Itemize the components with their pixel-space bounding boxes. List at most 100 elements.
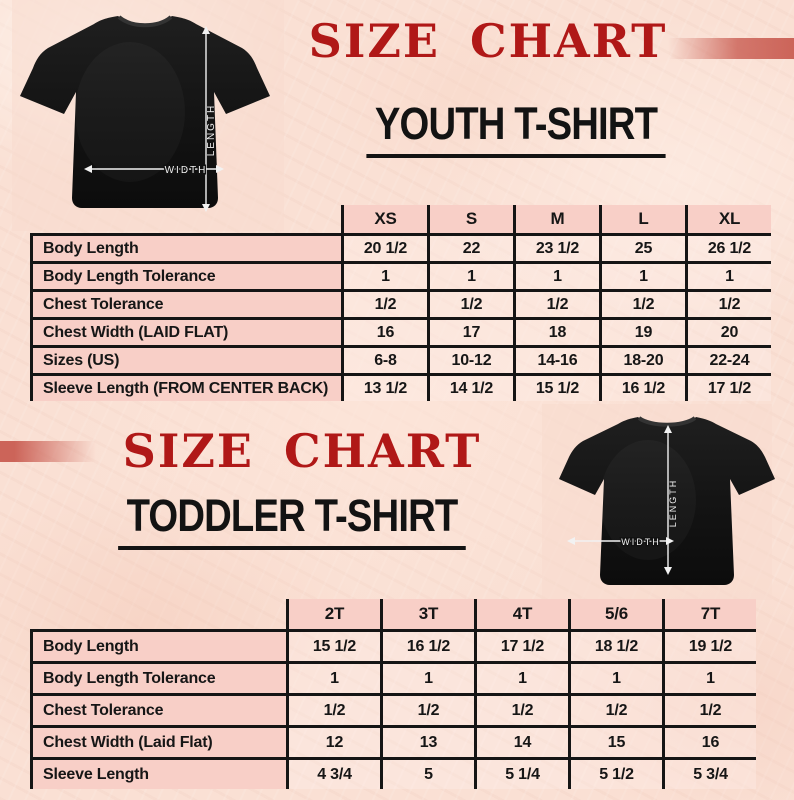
table-cell: 23 1/2 — [513, 233, 599, 261]
table-cell: 18-20 — [599, 345, 685, 373]
row-label: Sizes (US) — [30, 345, 341, 373]
table-cell: 12 — [286, 725, 380, 757]
table-cell: 1/2 — [662, 693, 756, 725]
table-cell: 15 — [568, 725, 662, 757]
row-label: Body Length — [30, 233, 341, 261]
length-label: LENGTH — [206, 104, 217, 157]
table-cell: 1 — [513, 261, 599, 289]
column-header: 4T — [474, 599, 568, 629]
row-label: Chest Tolerance — [30, 693, 286, 725]
row-label: Chest Width (Laid Flat) — [30, 725, 286, 757]
width-label: WIDTH — [621, 537, 661, 547]
table-cell: 16 1/2 — [380, 629, 474, 661]
table-cell: 17 — [427, 317, 513, 345]
column-header: M — [513, 205, 599, 233]
table-cell: 5 1/4 — [474, 757, 568, 789]
section2-title: SIZE CHART — [122, 424, 482, 478]
table-corner — [30, 205, 341, 233]
width-label: WIDTH — [165, 165, 208, 176]
table-cell: 15 1/2 — [513, 373, 599, 401]
column-header: S — [427, 205, 513, 233]
table-cell: 1 — [662, 661, 756, 693]
column-header: 5/6 — [568, 599, 662, 629]
fabric-highlight — [75, 42, 185, 182]
table-cell: 1 — [341, 261, 427, 289]
length-label: LENGTH — [668, 479, 678, 528]
table-cell: 18 1/2 — [568, 629, 662, 661]
table-cell: 14-16 — [513, 345, 599, 373]
length-arrowhead-top — [202, 26, 210, 34]
title2-gradient-bar — [0, 441, 96, 462]
table-cell: 16 — [341, 317, 427, 345]
row-label: Body Length — [30, 629, 286, 661]
table-cell: 1/2 — [286, 693, 380, 725]
width-arrowhead-right — [216, 165, 224, 173]
table-cell: 14 — [474, 725, 568, 757]
section2-subtitle-text: TODDLER T-SHIRT — [118, 492, 466, 551]
table-cell: 1/2 — [685, 289, 771, 317]
column-header: XS — [341, 205, 427, 233]
column-header: XL — [685, 205, 771, 233]
table-cell: 1 — [568, 661, 662, 693]
table-cell: 1 — [474, 661, 568, 693]
table-cell: 18 — [513, 317, 599, 345]
row-label: Sleeve Length (FROM CENTER BACK) — [30, 373, 341, 401]
row-label: Body Length Tolerance — [30, 261, 341, 289]
toddler-size-table: 2T 3T 4T 5/6 7T Body Length 15 1/2 16 1/2 17 1/2… — [30, 599, 756, 789]
table-cell: 1/2 — [341, 289, 427, 317]
table-cell: 10-12 — [427, 345, 513, 373]
section1-subtitle: YOUTH T-SHIRT — [340, 100, 692, 159]
table-cell: 19 1/2 — [662, 629, 756, 661]
table-cell: 15 1/2 — [286, 629, 380, 661]
table-cell: 20 1/2 — [341, 233, 427, 261]
toddler-shirt-image: LENGTH WIDTH — [559, 416, 775, 585]
table-cell: 1/2 — [474, 693, 568, 725]
table-cell: 5 1/2 — [568, 757, 662, 789]
length-arrowhead-bottom — [202, 204, 210, 212]
length-arrowhead-top — [664, 425, 672, 433]
youth-shirt-collar — [117, 15, 173, 28]
table-cell: 16 1/2 — [599, 373, 685, 401]
table-cell: 20 — [685, 317, 771, 345]
table-cell: 5 — [380, 757, 474, 789]
length-arrowhead-bottom — [664, 567, 672, 575]
row-label: Body Length Tolerance — [30, 661, 286, 693]
width-arrowhead-left — [567, 537, 575, 545]
toddler-shirt-collar — [637, 416, 697, 427]
section1-subtitle-text: YOUTH T-SHIRT — [366, 100, 666, 159]
table-cell: 1/2 — [599, 289, 685, 317]
row-label: Chest Width (LAID FLAT) — [30, 317, 341, 345]
section2-subtitle: TODDLER T-SHIRT — [87, 492, 496, 551]
table-cell: 17 1/2 — [474, 629, 568, 661]
table-cell: 1/2 — [427, 289, 513, 317]
table-cell: 1/2 — [380, 693, 474, 725]
row-label: Chest Tolerance — [30, 289, 341, 317]
table-cell: 1 — [427, 261, 513, 289]
width-arrowhead-left — [84, 165, 92, 173]
table-corner — [30, 599, 286, 629]
section1-title: SIZE CHART — [308, 14, 668, 68]
row-label: Sleeve Length — [30, 757, 286, 789]
youth-shirt-image: LENGTH WIDTH — [20, 15, 270, 212]
youth-size-table: XS S M L XL Body Length 20 1/2 22 23 1/2 25 26 1/2… — [30, 205, 771, 401]
table-cell: 1 — [599, 261, 685, 289]
table-cell: 4 3/4 — [286, 757, 380, 789]
column-header: 2T — [286, 599, 380, 629]
table-cell: 1/2 — [568, 693, 662, 725]
table-cell: 1 — [286, 661, 380, 693]
table-cell: 13 — [380, 725, 474, 757]
table-cell: 16 — [662, 725, 756, 757]
table-cell: 26 1/2 — [685, 233, 771, 261]
table-cell: 22-24 — [685, 345, 771, 373]
toddler-shirt-body — [559, 417, 775, 585]
column-header: 3T — [380, 599, 474, 629]
table-cell: 1/2 — [513, 289, 599, 317]
table-cell: 17 1/2 — [685, 373, 771, 401]
table-cell: 22 — [427, 233, 513, 261]
table-cell: 25 — [599, 233, 685, 261]
table-cell: 14 1/2 — [427, 373, 513, 401]
title1-gradient-bar — [668, 38, 794, 59]
table-cell: 6-8 — [341, 345, 427, 373]
table-cell: 19 — [599, 317, 685, 345]
table-cell: 13 1/2 — [341, 373, 427, 401]
